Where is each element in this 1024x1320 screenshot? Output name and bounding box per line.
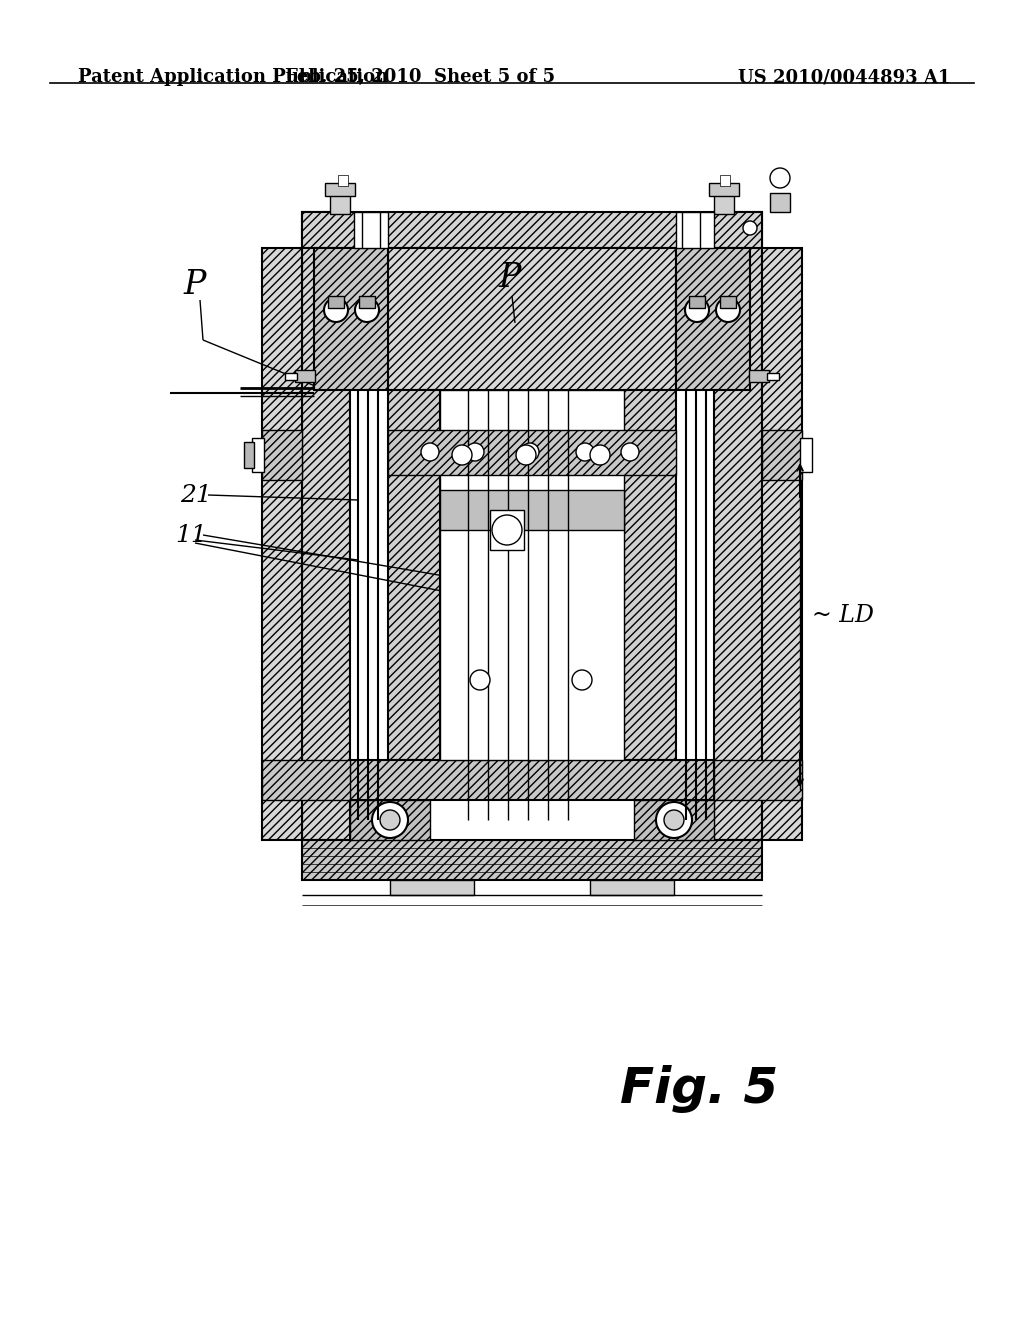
Bar bbox=[244, 442, 254, 469]
Text: 11: 11 bbox=[175, 524, 207, 546]
Circle shape bbox=[372, 803, 408, 838]
Circle shape bbox=[590, 445, 610, 465]
Bar bbox=[302, 213, 350, 840]
Text: P: P bbox=[499, 261, 521, 294]
Bar bbox=[749, 370, 769, 381]
Circle shape bbox=[685, 298, 709, 322]
Bar bbox=[762, 430, 802, 480]
Bar bbox=[388, 248, 676, 389]
Text: Feb. 25, 2010  Sheet 5 of 5: Feb. 25, 2010 Sheet 5 of 5 bbox=[285, 69, 555, 86]
Circle shape bbox=[656, 803, 692, 838]
Circle shape bbox=[470, 671, 490, 690]
Bar bbox=[720, 176, 730, 186]
Bar bbox=[350, 800, 430, 840]
Bar bbox=[634, 800, 714, 840]
Circle shape bbox=[452, 445, 472, 465]
Bar bbox=[590, 880, 674, 895]
Bar bbox=[325, 183, 355, 195]
Bar bbox=[676, 248, 750, 389]
Text: P: P bbox=[183, 269, 206, 301]
Text: ~ LD: ~ LD bbox=[812, 603, 874, 627]
Bar bbox=[328, 296, 344, 308]
Bar bbox=[709, 183, 739, 195]
Circle shape bbox=[466, 444, 484, 461]
Bar bbox=[262, 760, 350, 800]
Bar bbox=[689, 296, 705, 308]
Bar bbox=[285, 374, 297, 380]
Bar bbox=[714, 213, 762, 840]
Bar bbox=[350, 760, 714, 800]
Bar bbox=[330, 193, 350, 214]
Bar bbox=[767, 374, 779, 380]
Bar bbox=[490, 510, 524, 550]
Bar bbox=[388, 389, 440, 760]
Text: 21: 21 bbox=[180, 483, 212, 507]
Circle shape bbox=[572, 671, 592, 690]
Bar bbox=[302, 840, 762, 880]
Circle shape bbox=[716, 298, 740, 322]
Bar bbox=[440, 389, 624, 760]
Bar bbox=[302, 213, 762, 248]
Text: Fig. 5: Fig. 5 bbox=[620, 1065, 778, 1113]
Text: US 2010/0044893 A1: US 2010/0044893 A1 bbox=[737, 69, 950, 86]
Circle shape bbox=[621, 444, 639, 461]
Bar bbox=[262, 248, 302, 840]
Bar bbox=[624, 389, 676, 760]
Bar bbox=[770, 193, 790, 213]
Bar bbox=[390, 880, 474, 895]
Bar bbox=[314, 248, 388, 389]
Bar bbox=[440, 490, 624, 531]
Circle shape bbox=[421, 444, 439, 461]
Circle shape bbox=[324, 298, 348, 322]
Bar bbox=[720, 296, 736, 308]
Bar bbox=[714, 193, 734, 214]
Circle shape bbox=[380, 810, 400, 830]
Circle shape bbox=[575, 444, 594, 461]
Bar bbox=[800, 438, 812, 473]
Circle shape bbox=[770, 168, 790, 187]
Circle shape bbox=[516, 445, 536, 465]
Bar bbox=[714, 760, 802, 800]
Circle shape bbox=[355, 298, 379, 322]
Bar bbox=[762, 248, 802, 840]
Bar bbox=[354, 213, 388, 248]
Bar bbox=[262, 430, 302, 480]
Circle shape bbox=[743, 220, 757, 235]
Bar bbox=[252, 438, 264, 473]
Bar bbox=[359, 296, 375, 308]
Bar bbox=[338, 176, 348, 186]
Text: Patent Application Publication: Patent Application Publication bbox=[78, 69, 388, 86]
Circle shape bbox=[492, 515, 522, 545]
Bar bbox=[676, 213, 714, 248]
Circle shape bbox=[521, 444, 539, 461]
Bar bbox=[295, 370, 315, 381]
Circle shape bbox=[664, 810, 684, 830]
Bar bbox=[388, 430, 676, 475]
